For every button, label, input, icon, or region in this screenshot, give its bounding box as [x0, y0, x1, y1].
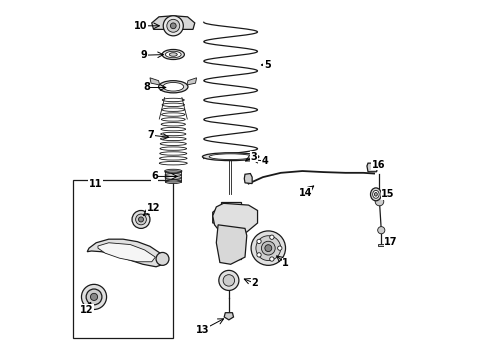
- Polygon shape: [152, 16, 195, 30]
- Polygon shape: [216, 225, 247, 264]
- Circle shape: [270, 257, 274, 261]
- Text: 11: 11: [89, 179, 102, 189]
- Text: 14: 14: [298, 188, 312, 198]
- Circle shape: [219, 270, 239, 291]
- Text: 12: 12: [147, 203, 160, 213]
- Polygon shape: [213, 209, 248, 223]
- Ellipse shape: [209, 154, 252, 159]
- Polygon shape: [367, 163, 378, 172]
- Text: 9: 9: [141, 50, 147, 60]
- Circle shape: [262, 241, 275, 255]
- Circle shape: [86, 289, 102, 305]
- Circle shape: [223, 275, 235, 286]
- Bar: [73, 180, 173, 338]
- Circle shape: [163, 16, 183, 36]
- Ellipse shape: [370, 188, 381, 201]
- Ellipse shape: [166, 180, 181, 184]
- Text: 3: 3: [250, 152, 257, 162]
- Polygon shape: [187, 78, 196, 85]
- Text: 10: 10: [134, 21, 147, 31]
- Circle shape: [171, 23, 176, 29]
- Polygon shape: [245, 174, 252, 184]
- Text: 17: 17: [384, 237, 398, 247]
- Polygon shape: [378, 244, 385, 246]
- Ellipse shape: [202, 153, 259, 161]
- Text: 5: 5: [264, 59, 270, 69]
- Circle shape: [278, 246, 282, 250]
- Text: 15: 15: [381, 189, 395, 199]
- Text: 2: 2: [251, 278, 258, 288]
- Text: 7: 7: [147, 130, 154, 140]
- Text: 1: 1: [282, 258, 289, 268]
- Polygon shape: [213, 203, 258, 237]
- Ellipse shape: [374, 193, 377, 196]
- Ellipse shape: [170, 53, 177, 56]
- Circle shape: [265, 245, 272, 252]
- Polygon shape: [220, 202, 241, 259]
- Circle shape: [132, 211, 150, 228]
- Ellipse shape: [166, 51, 181, 58]
- Circle shape: [378, 226, 385, 234]
- Ellipse shape: [165, 169, 182, 173]
- Text: 12: 12: [80, 305, 93, 315]
- Text: 13: 13: [196, 325, 209, 335]
- Ellipse shape: [159, 81, 188, 93]
- Circle shape: [139, 217, 144, 222]
- Ellipse shape: [162, 49, 184, 59]
- Circle shape: [167, 19, 180, 32]
- Text: 8: 8: [143, 82, 150, 93]
- Polygon shape: [98, 243, 155, 262]
- Circle shape: [136, 214, 147, 225]
- Polygon shape: [150, 78, 160, 85]
- Circle shape: [156, 252, 169, 265]
- Ellipse shape: [373, 190, 379, 198]
- Text: 6: 6: [151, 171, 158, 181]
- Polygon shape: [224, 313, 234, 320]
- Text: 16: 16: [371, 160, 385, 170]
- Circle shape: [375, 197, 384, 206]
- Circle shape: [251, 231, 286, 265]
- Polygon shape: [87, 239, 166, 267]
- Circle shape: [81, 284, 107, 310]
- Text: 4: 4: [261, 156, 268, 166]
- Ellipse shape: [163, 82, 184, 91]
- Circle shape: [91, 293, 98, 301]
- Circle shape: [257, 253, 261, 257]
- Circle shape: [270, 235, 274, 239]
- Circle shape: [257, 239, 261, 244]
- Circle shape: [256, 236, 281, 261]
